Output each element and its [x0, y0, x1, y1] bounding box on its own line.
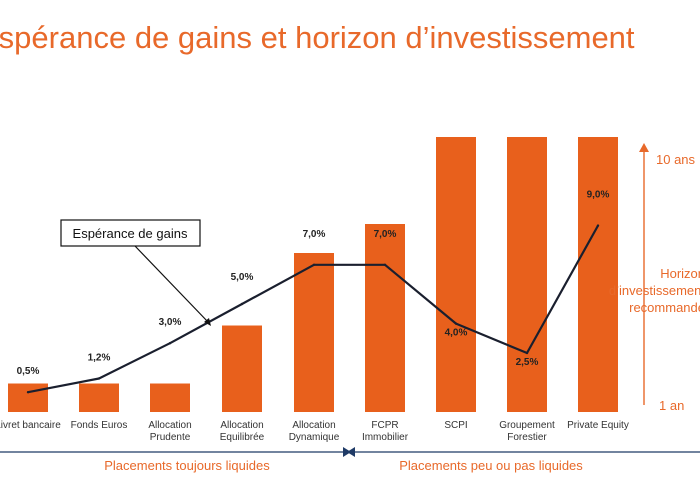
category-label-4-1: Dynamique [289, 432, 340, 443]
category-label-1-0: Fonds Euros [71, 420, 128, 431]
gains-point-5 [383, 263, 387, 266]
gains-point-7 [525, 351, 529, 355]
data-label-0: 0,5% [17, 366, 40, 377]
bar-7 [507, 137, 547, 412]
group-arrow-1 [347, 447, 355, 457]
right-axis-label-2: recommandé [629, 300, 700, 315]
data-label-3: 5,0% [231, 272, 254, 283]
group-label-1: Placements peu ou pas liquides [399, 458, 583, 473]
data-label-8: 9,0% [587, 190, 610, 201]
category-label-3-1: Equilibrée [220, 432, 265, 443]
gains-point-0 [26, 391, 30, 394]
callout-text: Espérance de gains [73, 226, 188, 241]
gains-point-4 [312, 263, 316, 266]
axis-tick-top: 10 ans [656, 152, 696, 167]
callout-arrowhead [204, 318, 211, 326]
category-label-5-0: FCPR [371, 420, 398, 431]
axis-arrow [639, 143, 649, 152]
category-label-5-1: Immobilier [362, 432, 409, 443]
gains-point-1 [97, 377, 101, 380]
category-label-7-0: Groupement [499, 420, 555, 431]
data-label-1: 1,2% [88, 352, 111, 363]
axis-tick-bottom: 1 an [659, 398, 684, 413]
category-label-4-0: Allocation [292, 420, 335, 431]
bar-4 [294, 253, 334, 412]
data-label-2: 3,0% [159, 317, 182, 328]
line-layer [26, 224, 600, 394]
right-axis-label-1: d’investissement [609, 283, 700, 298]
bars-layer [8, 137, 618, 412]
labels-layer: 0,5% 1,2% 3,0% 5,0% 7,0% 7,0% 4,0% 2,5% 9,0% Livr… [0, 190, 629, 443]
chart-title: Espérance de gains et horizon d’investis… [0, 20, 635, 55]
data-label-4: 7,0% [303, 229, 326, 240]
gains-point-3 [240, 302, 244, 306]
gains-point-6 [454, 322, 458, 325]
right-axis: 10 ans 1 an Horizon d’investissement recomma… [609, 143, 700, 413]
category-label-2-1: Prudente [150, 432, 191, 443]
category-label-2-0: Allocation [148, 420, 191, 431]
category-label-0-0: Livret bancaire [0, 420, 61, 431]
bar-1 [79, 383, 119, 412]
category-label-7-1: Forestier [507, 432, 547, 443]
callout-box [60, 219, 201, 247]
bar-5 [365, 224, 405, 412]
bar-2 [150, 383, 190, 412]
category-label-8-0: Private Equity [567, 420, 629, 431]
group-label-0: Placements toujours liquides [104, 458, 270, 473]
bar-3 [222, 325, 262, 412]
category-label-3-0: Allocation [220, 420, 263, 431]
bar-8 [578, 137, 618, 412]
category-label-6-0: SCPI [444, 420, 467, 431]
bar-0 [8, 383, 48, 412]
callout: Espérance de gains [60, 219, 211, 326]
gains-point-8 [596, 224, 600, 227]
gains-point-2 [168, 342, 172, 345]
data-label-5: 7,0% [374, 229, 397, 240]
callout-pointer [134, 245, 210, 324]
right-axis-label-0: Horizon [660, 266, 700, 281]
bar-6 [436, 137, 476, 412]
data-label-7: 2,5% [516, 357, 539, 368]
group-brackets: Placements toujours liquides Placements p… [0, 447, 700, 473]
data-label-6: 4,0% [445, 328, 468, 339]
